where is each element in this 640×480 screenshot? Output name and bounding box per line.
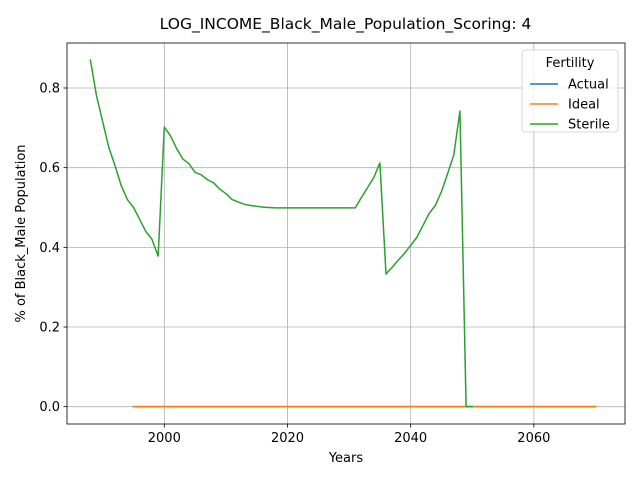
legend: Fertility Actual Ideal Sterile — [521, 49, 619, 133]
y-tick-label: 0.8 — [39, 82, 60, 97]
axis-ticks: 2000 2020 2040 2060 0.0 0.2 0.4 0.6 0.8 — [39, 82, 550, 446]
x-axis-label: Years — [328, 451, 364, 466]
x-tick-label: 2060 — [517, 431, 550, 446]
y-tick-label: 0.0 — [39, 400, 60, 415]
y-tick-label: 0.4 — [39, 241, 60, 256]
x-tick-label: 2000 — [148, 431, 181, 446]
x-tick-label: 2020 — [271, 431, 304, 446]
legend-label-ideal: Ideal — [568, 98, 600, 113]
y-tick-label: 0.2 — [39, 321, 60, 336]
series-line-sterile — [89, 59, 474, 408]
legend-label-actual: Actual — [568, 78, 609, 93]
chart-title: LOG_INCOME_Black_Male_Population_Scoring… — [160, 15, 532, 34]
y-tick-label: 0.6 — [39, 161, 60, 176]
legend-title: Fertility — [546, 56, 595, 71]
y-axis-label: % of Black_Male Population — [14, 144, 29, 322]
x-tick-label: 2040 — [394, 431, 427, 446]
plot-series — [89, 59, 597, 408]
legend-label-sterile: Sterile — [568, 118, 610, 133]
plot-area-frame — [66, 42, 626, 425]
legend-box — [521, 49, 619, 133]
